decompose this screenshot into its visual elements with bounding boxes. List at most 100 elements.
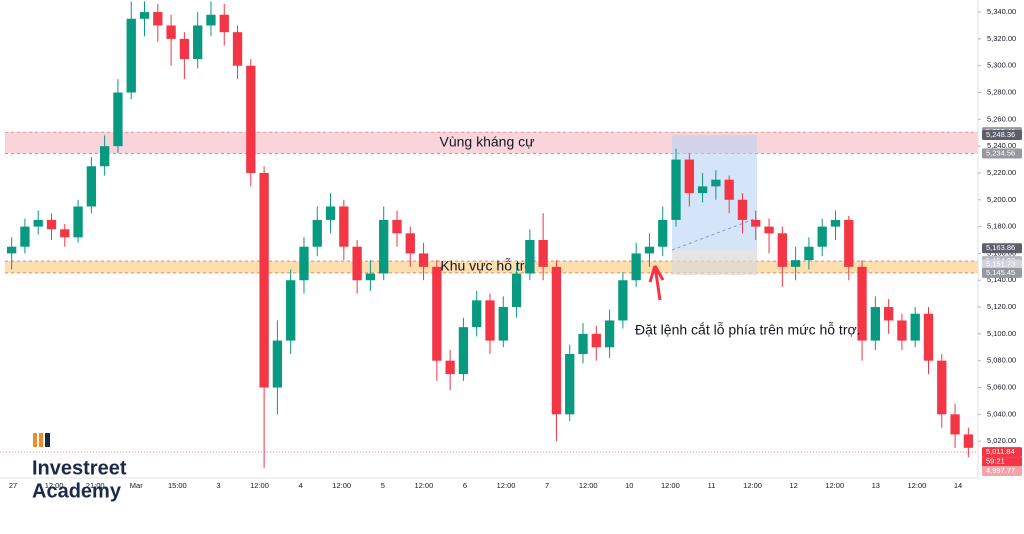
countdown: 59:21 xyxy=(986,457,1005,466)
annotation-arrow xyxy=(648,265,665,301)
y-tick-label: 5,200.00 xyxy=(987,195,1016,204)
candle-body xyxy=(671,159,681,220)
candle-body xyxy=(113,92,123,147)
price-badge xyxy=(982,447,1022,458)
candle-body xyxy=(232,32,243,66)
candle-body xyxy=(472,300,482,328)
x-tick-label: 12:00 xyxy=(743,481,762,490)
candle-body xyxy=(937,360,947,415)
candle-body xyxy=(179,38,190,59)
candle-body xyxy=(525,240,535,274)
price-badge-label: 5,248.36 xyxy=(986,130,1015,139)
x-tick-label: 14 xyxy=(954,481,962,490)
candle-body xyxy=(684,159,694,194)
candle-body xyxy=(697,186,708,194)
candle-body xyxy=(804,246,814,261)
logo-text: Academy xyxy=(32,480,122,502)
x-tick-label: 12:00 xyxy=(250,481,269,490)
candle-body xyxy=(126,18,136,93)
x-tick-label: 15:00 xyxy=(168,481,187,490)
candle-body xyxy=(565,353,575,415)
candle-body xyxy=(658,219,668,247)
y-tick-label: 5,280.00 xyxy=(987,88,1016,97)
candle-body xyxy=(6,246,17,254)
candle-body xyxy=(644,246,655,254)
x-tick-label: 12:00 xyxy=(825,481,844,490)
x-tick-label: 12:00 xyxy=(45,481,64,490)
candle-body xyxy=(950,414,960,435)
candle-body xyxy=(724,179,734,200)
candle-body xyxy=(485,300,495,341)
y-tick-label: 5,240.00 xyxy=(987,141,1016,150)
countdown-badge xyxy=(982,457,1022,467)
position-loss-box xyxy=(672,250,757,275)
candle-body xyxy=(392,219,402,234)
candle-body xyxy=(498,307,508,341)
candle-body xyxy=(352,246,362,281)
candle-body xyxy=(870,307,880,341)
candle-body xyxy=(339,206,349,247)
y-tick-label: 5,340.00 xyxy=(987,7,1016,16)
candle-body xyxy=(538,240,548,267)
x-tick-label: 4 xyxy=(299,481,303,490)
y-tick-label: 5,320.00 xyxy=(987,34,1016,43)
candle-body xyxy=(790,260,801,267)
candle-body xyxy=(578,333,588,354)
candle-body xyxy=(604,320,615,348)
y-tick-label: 5,300.00 xyxy=(987,61,1016,70)
candle-body xyxy=(857,266,867,341)
candle-body xyxy=(432,266,442,361)
x-tick-label: 10 xyxy=(625,481,633,490)
logo-bar xyxy=(33,433,37,447)
price-badge xyxy=(982,129,1022,140)
price-badge-label: 5,151.73 xyxy=(986,259,1015,268)
y-tick-label: 5,040.00 xyxy=(987,409,1016,418)
logo: Investreet Academy xyxy=(32,433,127,502)
candle-body xyxy=(193,25,203,59)
candle-body xyxy=(458,327,469,375)
candle-body xyxy=(511,273,522,308)
x-tick-label: 12 xyxy=(789,481,797,490)
logo-text: Investreet xyxy=(32,457,127,479)
candle-body xyxy=(711,179,721,187)
candle-body xyxy=(883,307,894,321)
candle-body xyxy=(830,219,841,227)
price-badge xyxy=(982,465,1022,476)
candle-body xyxy=(591,333,601,348)
zone-label: Khu vực hỗ trợ xyxy=(440,258,533,274)
logo-bar xyxy=(45,433,50,447)
candle-body xyxy=(246,65,256,173)
x-tick-label: 11 xyxy=(708,481,716,490)
candle-body xyxy=(445,360,455,375)
candle-body xyxy=(272,340,283,388)
candle-body xyxy=(86,166,97,207)
price-badge-label: 4,997.77 xyxy=(986,466,1015,475)
candle-body xyxy=(73,206,83,238)
x-tick-label: 13 xyxy=(872,481,880,490)
candle-body xyxy=(139,12,150,19)
candle-body xyxy=(751,219,761,227)
y-tick-label: 5,180.00 xyxy=(987,222,1016,231)
price-badge xyxy=(982,243,1022,254)
candle-body xyxy=(631,253,641,281)
candle-body xyxy=(551,266,562,415)
candle-body xyxy=(405,233,415,254)
candle-body xyxy=(618,280,628,321)
x-tick-label: 12:00 xyxy=(661,481,680,490)
y-tick-label: 5,080.00 xyxy=(987,356,1016,365)
candle-body xyxy=(897,320,907,341)
candle-body xyxy=(764,226,774,234)
x-tick-label: 12:00 xyxy=(332,481,351,490)
x-tick-label: 3 xyxy=(216,481,220,490)
y-tick-label: 5,260.00 xyxy=(987,114,1016,123)
candle-body xyxy=(46,219,57,230)
logo-bar xyxy=(39,433,43,447)
x-tick-label: 12:00 xyxy=(579,481,598,490)
candle-body xyxy=(418,253,429,267)
candle-body xyxy=(20,226,30,247)
y-tick-label: 5,120.00 xyxy=(987,302,1016,311)
y-tick-label: 5,140.00 xyxy=(987,275,1016,284)
candle-body xyxy=(100,146,110,167)
candle-body xyxy=(299,246,309,281)
